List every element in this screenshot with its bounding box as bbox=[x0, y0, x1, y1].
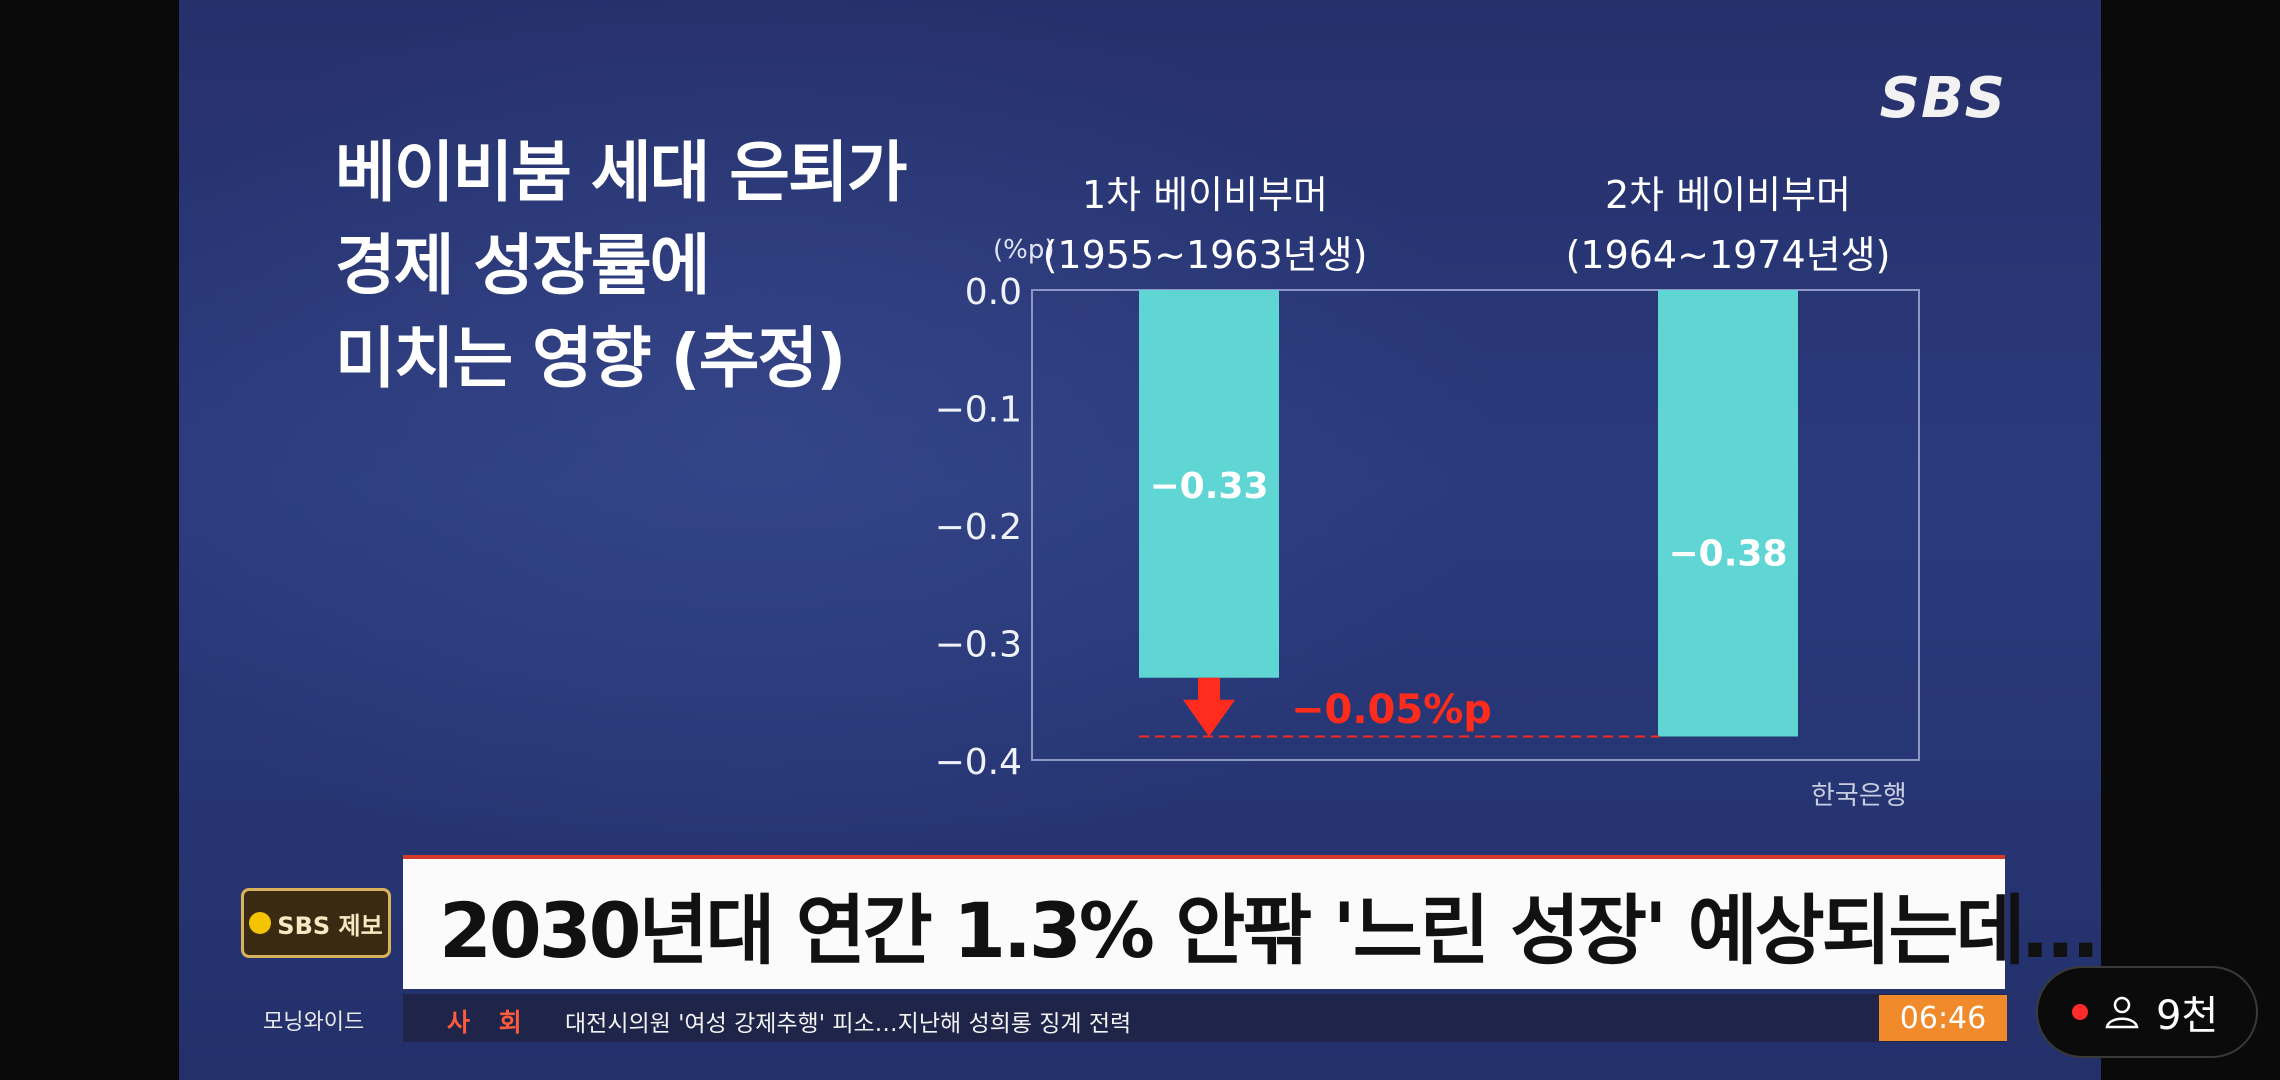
ticker-category: 사 회 bbox=[447, 1008, 532, 1037]
category-sublabel: (1964~1974년생) bbox=[1566, 233, 1891, 277]
category-label: 1차 베이비부머 bbox=[1082, 173, 1328, 217]
banner-headline: 2030년대 연간 1.3% 안팎 '느린 성장' 예상되는데… bbox=[439, 886, 2098, 975]
bar bbox=[1658, 290, 1798, 737]
bar bbox=[1139, 290, 1279, 678]
headline-line-3: 미치는 영향 (추정) bbox=[335, 320, 846, 397]
chart-headline: 베이비붐 세대 은퇴가 경제 성장률에 미치는 영향 (추정) bbox=[335, 126, 907, 405]
tag-label: SBS 제보 bbox=[277, 911, 383, 940]
y-tick-label: −0.1 bbox=[935, 390, 1022, 431]
plot-frame bbox=[1031, 289, 1920, 761]
news-ticker: 사 회 대전시의원 '여성 강제추행' 피소…지난해 성희롱 징계 전력 bbox=[403, 994, 2005, 1042]
difference-label: −0.05%p bbox=[1291, 687, 1492, 733]
live-dot-icon bbox=[2072, 1004, 2088, 1020]
bar-chart: (%p) 0.0 −0.1 −0.2 −0.3 −0.4 −0.33 1차 베이비부머 (195… bbox=[935, 173, 1920, 783]
sbs-report-tag[interactable]: SBS 제보 bbox=[241, 888, 391, 958]
report-icon bbox=[249, 912, 272, 934]
ticker-text: 대전시의원 '여성 강제추행' 피소…지난해 성희롱 징계 전력 bbox=[565, 1011, 1132, 1037]
y-tick-label: 0.0 bbox=[965, 272, 1022, 313]
arrow-down-icon bbox=[1183, 677, 1235, 737]
headline-line-2: 경제 성장률에 bbox=[335, 227, 710, 304]
chart-source: 한국은행 bbox=[1811, 781, 1907, 811]
bar-value-label: −0.33 bbox=[1150, 466, 1269, 507]
bar-value-label: −0.38 bbox=[1669, 533, 1788, 574]
y-tick-label: −0.2 bbox=[935, 507, 1022, 548]
sbs-logo: SBS bbox=[1879, 66, 2006, 131]
category-sublabel: (1955~1963년생) bbox=[1043, 233, 1368, 277]
category-label: 2차 베이비부머 bbox=[1605, 173, 1851, 217]
live-viewers-pill[interactable]: 9천 bbox=[2036, 966, 2258, 1058]
y-unit-label: (%p) bbox=[993, 235, 1055, 265]
video-frame[interactable]: SBS 베이비붐 세대 은퇴가 경제 성장률에 미치는 영향 (추정) (%p)… bbox=[179, 0, 2101, 1080]
viewer-count: 9천 bbox=[2156, 993, 2219, 1039]
y-tick-label: −0.4 bbox=[935, 742, 1022, 783]
headline-line-1: 베이비붐 세대 은퇴가 bbox=[335, 134, 907, 211]
y-tick-label: −0.3 bbox=[935, 625, 1022, 666]
news-banner: 2030년대 연간 1.3% 안팎 '느린 성장' 예상되는데… bbox=[403, 855, 2098, 989]
broadcast-clock: 06:46 bbox=[1879, 995, 2007, 1041]
person-icon bbox=[2105, 996, 2139, 1029]
program-name: 모닝와이드 bbox=[263, 1010, 365, 1035]
